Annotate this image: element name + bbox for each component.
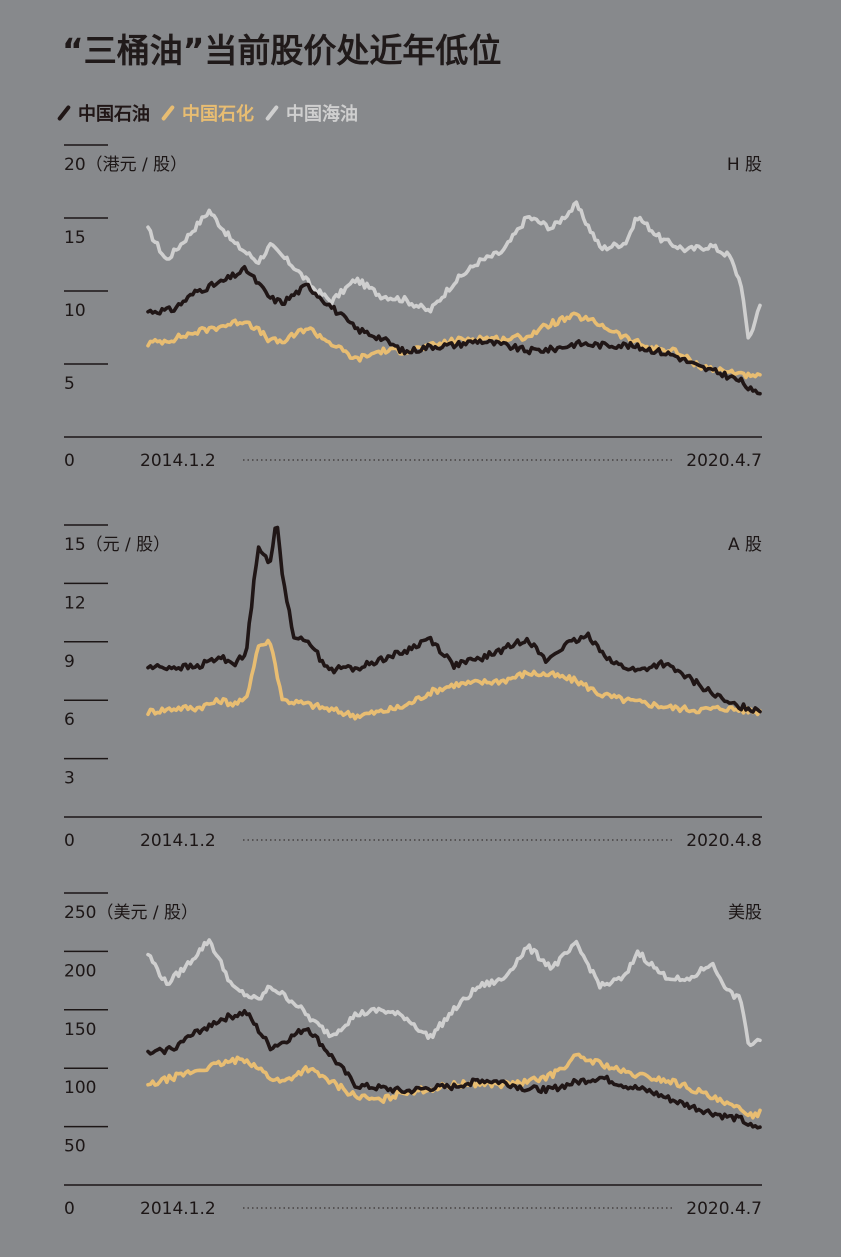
- series-line: [146, 938, 762, 1048]
- series-line: [146, 200, 762, 340]
- series-line: [146, 525, 762, 714]
- y-tick-label: 9: [64, 652, 75, 672]
- y-tick-label: 150: [64, 1020, 96, 1040]
- y-tick-label: 15: [64, 228, 86, 248]
- x-start-label: 2014.1.2: [140, 451, 216, 471]
- legend: 中国石油 中国石化 中国海油: [56, 100, 358, 126]
- zero-label: 0: [64, 831, 75, 851]
- panel-label: 美股: [728, 903, 762, 923]
- zero-label: 0: [64, 1199, 75, 1219]
- h-share-chart: 5 10 15 20（港元 / 股） H 股 0 2014.1.2 2020.4.7: [64, 144, 762, 471]
- x-end-label: 2020.4.7: [686, 1199, 762, 1219]
- legend-item-cnooc: 中国海油: [264, 100, 358, 126]
- y-tick-label: 6: [64, 710, 75, 730]
- a-share-chart: 3 6 9 12 15（元 / 股） A 股 0 2014.1.2 2020.4.8: [64, 524, 762, 851]
- legend-item-petrochina: 中国石油: [56, 100, 150, 126]
- legend-swatch-icon: [264, 104, 280, 122]
- x-end-label: 2020.4.8: [686, 831, 762, 851]
- x-start-label: 2014.1.2: [140, 1199, 216, 1219]
- chart-title: “三桶油”当前股价处近年低位: [62, 31, 502, 70]
- legend-swatch-icon: [160, 104, 176, 122]
- x-end-label: 2020.4.7: [686, 451, 762, 471]
- y-tick-label: 100: [64, 1078, 96, 1098]
- y-tick-label: 20（港元 / 股）: [64, 155, 187, 175]
- series-line: [146, 1052, 762, 1120]
- y-tick-label: 50: [64, 1137, 86, 1157]
- series-line: [146, 265, 762, 396]
- zero-label: 0: [64, 451, 75, 471]
- us-share-chart: 50 100 150 200 250（美元 / 股） 美股 0 2014.1.2 2020.4.…: [64, 892, 762, 1219]
- panel-label: H 股: [727, 155, 762, 175]
- series-line: [146, 638, 762, 721]
- y-tick-label: 5: [64, 374, 75, 394]
- legend-label: 中国石油: [78, 104, 150, 125]
- y-tick-label: 12: [64, 593, 86, 613]
- y-tick-label: 10: [64, 301, 86, 321]
- y-tick-label: 200: [64, 961, 96, 981]
- legend-label: 中国石化: [182, 104, 254, 125]
- legend-swatch-icon: [56, 104, 72, 122]
- y-tick-label: 3: [64, 769, 75, 789]
- legend-label: 中国海油: [286, 104, 358, 125]
- series-line: [146, 1009, 762, 1130]
- y-tick-label: 250（美元 / 股）: [64, 903, 198, 923]
- panel-label: A 股: [728, 535, 762, 555]
- y-tick-label: 15（元 / 股）: [64, 535, 170, 555]
- x-start-label: 2014.1.2: [140, 831, 216, 851]
- legend-item-sinopec: 中国石化: [160, 100, 254, 126]
